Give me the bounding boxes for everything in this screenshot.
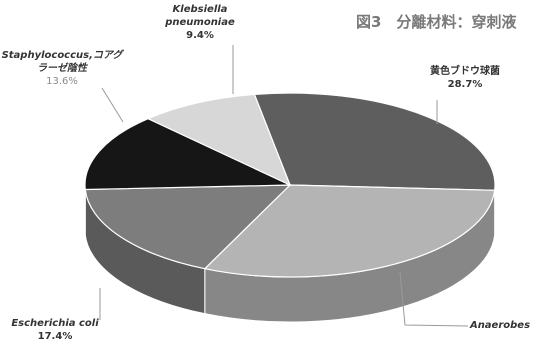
slice-s4: [84, 117, 291, 191]
slice-label-s3-line1: Escherichia coli: [11, 318, 99, 329]
slice-label-s2-line1: Anaerobes: [469, 320, 530, 331]
slice-label-s5-line1: Klebsiella: [173, 4, 228, 15]
slice-percent-s4: 13.6%: [46, 76, 78, 87]
slice-percent-s5: 9.4%: [186, 30, 214, 41]
slice-s3: [84, 184, 292, 270]
slice-label-s5-line2: pneumoniae: [164, 17, 235, 28]
slice-s1: [253, 92, 496, 191]
slice-label-s4-line2: ラーゼ陰性: [37, 62, 89, 74]
chart-title: 図3 分離材料：穿刺液: [356, 13, 517, 31]
leader-line-s4: [101, 87, 124, 123]
slice-label-s1-line1: 黄色ブドウ球菌: [430, 64, 500, 77]
slice-s2: [203, 184, 496, 278]
pie-slices: [84, 92, 496, 278]
slice-labels: 黄色ブドウ球菌 28.7% Anaerobes Escherichia coli 17.…: [2, 4, 531, 342]
slice-percent-s1: 28.7%: [448, 79, 483, 90]
leader-lines: [99, 45, 469, 327]
slice-s5: [146, 93, 292, 187]
slice-label-s4-line1: Staphylococcus,コアグ: [2, 49, 125, 61]
leader-line-s2: [399, 271, 469, 327]
slice-percent-s3: 17.4%: [38, 331, 73, 342]
